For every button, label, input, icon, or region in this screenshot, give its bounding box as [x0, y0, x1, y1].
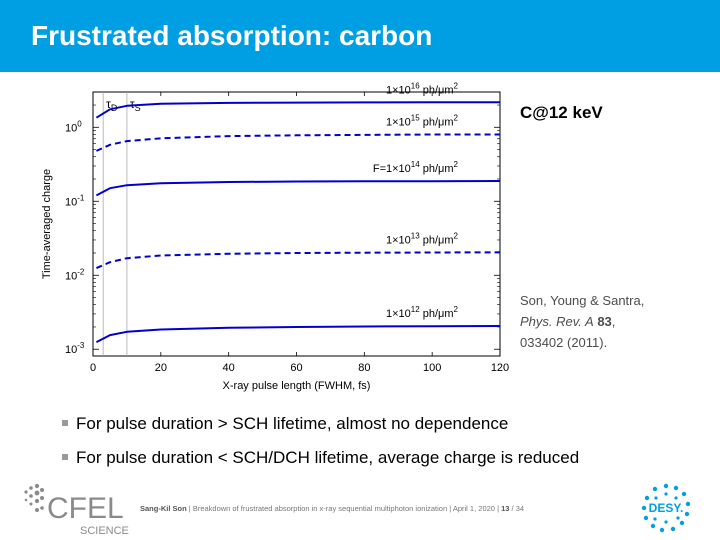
reference-citation: Son, Young & Santra, Phys. Rev. A 83, 03…	[520, 290, 710, 353]
y-tick-label: 10-2	[65, 267, 85, 282]
bullet-square-icon	[62, 453, 68, 460]
footer-author: Sang-Kil Son	[140, 504, 187, 513]
chart-caption: C@12 keV	[520, 103, 603, 122]
x-tick-label: 80	[358, 362, 370, 374]
slide-title: Frustrated absorption: carbon	[31, 20, 433, 51]
x-tick-label: 40	[223, 362, 235, 374]
bullet-text: For pulse duration > SCH lifetime, almos…	[76, 414, 509, 433]
footer: Sang-Kil Son | Breakdown of frustrated a…	[140, 504, 630, 518]
reference-authors: Son, Young & Santra,	[520, 293, 645, 308]
reference-volume: 83	[597, 314, 612, 329]
cfel-dots-icon	[24, 483, 44, 512]
x-tick-label: 100	[423, 362, 441, 374]
desy-logo: DESY.	[641, 483, 691, 533]
bullet-item: For pulse duration > SCH lifetime, almos…	[62, 414, 508, 434]
reference-journal: Phys. Rev. A	[520, 314, 594, 329]
bullet-text: For pulse duration < SCH/DCH lifetime, a…	[76, 448, 580, 467]
series-label: 1×1013 ph/μm2	[386, 231, 459, 246]
series-line	[95, 325, 501, 343]
series-label: 1×1015 ph/μm2	[386, 113, 459, 128]
reference-line-label: τS	[130, 97, 141, 113]
bullet-square-icon	[62, 419, 68, 426]
title-bar: Frustrated absorption: carbon	[0, 0, 720, 72]
cfel-wordmark: CFEL	[47, 492, 124, 525]
y-tick-label: 10-3	[65, 341, 85, 356]
reference-comma: ,	[611, 314, 616, 329]
desy-ring-icon	[641, 483, 691, 533]
footer-separator: |	[188, 504, 191, 513]
x-axis-label: X-ray pulse length (FWHM, fs)	[223, 380, 371, 392]
x-tick-label: 0	[90, 362, 96, 374]
footer-page-number: 13	[501, 504, 510, 513]
x-tick-label: 20	[155, 362, 167, 374]
x-tick-label: 120	[491, 362, 509, 374]
series-line	[95, 101, 500, 119]
series-line	[95, 180, 501, 197]
x-tick-label: 60	[290, 362, 302, 374]
series-label: F=1×1014 ph/μm2	[373, 160, 459, 175]
footer-separator: |	[449, 504, 452, 513]
cfel-subtitle: SCIENCE	[80, 525, 129, 537]
footer-talk-title: Breakdown of frustrated absorption in x-…	[192, 504, 448, 513]
y-tick-label: 10-1	[65, 193, 85, 208]
y-tick-label: 100	[65, 119, 82, 134]
footer-separator: |	[497, 504, 500, 513]
series-label: 1×1012 ph/μm2	[386, 305, 459, 320]
desy-wordmark: DESY.	[649, 501, 684, 515]
series-line	[96, 251, 501, 270]
footer-page-total: / 34	[511, 504, 525, 513]
series-label: 1×1016 ph/μm2	[386, 81, 459, 96]
footer-date: April 1, 2020	[452, 504, 495, 513]
reference-article: 033402 (2011).	[520, 335, 608, 350]
bullet-item: For pulse duration < SCH/DCH lifetime, a…	[62, 448, 579, 468]
y-axis-label: Time-averaged charge	[41, 169, 53, 279]
series-line	[95, 133, 500, 152]
cfel-logo: CFEL SCIENCE	[24, 483, 129, 537]
